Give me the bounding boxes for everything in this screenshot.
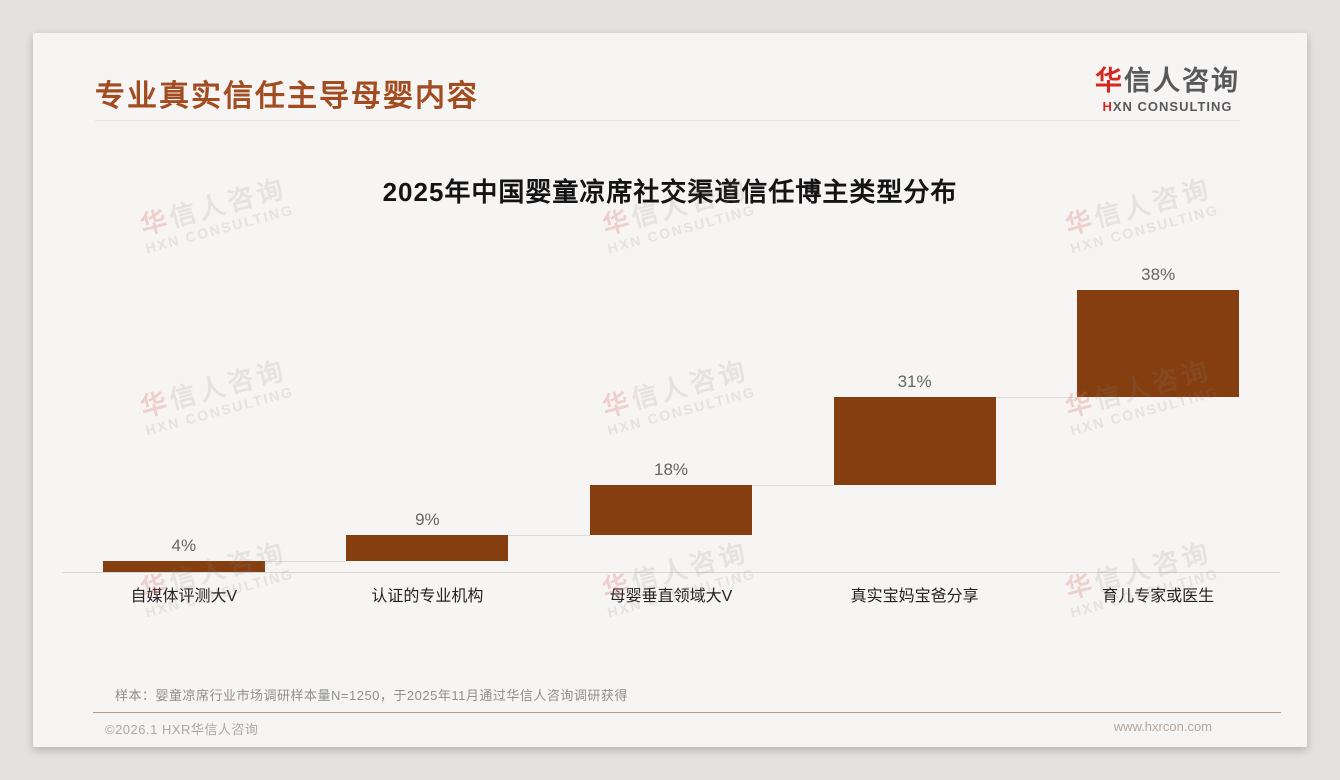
sample-note: 样本：婴童凉席行业市场调研样本量N=1250，于2025年11月通过华信人咨询调… <box>115 688 628 703</box>
bar-connector <box>264 560 347 562</box>
chart-baseline <box>62 572 1280 573</box>
watermark-english-text: HXN CONSULTING <box>1068 201 1221 257</box>
watermark-chinese-text: 华信人咨询 <box>599 354 752 423</box>
chart-bar <box>1077 290 1240 398</box>
chart-bar <box>346 535 509 561</box>
bar-value-label: 4% <box>171 535 197 555</box>
chart-bar <box>102 560 265 572</box>
watermark-english-text: HXN CONSULTING <box>143 201 296 257</box>
chart-title: 2025年中国婴童凉席社交渠道信任博主类型分布 <box>382 177 958 207</box>
footer-rule <box>93 712 1281 713</box>
bar-value-label: 38% <box>1141 265 1176 284</box>
logo-chinese-text: 华信人咨询 <box>1095 66 1240 96</box>
bar-value-label: 9% <box>415 510 440 530</box>
bar-connector <box>508 535 590 537</box>
category-label: 母婴垂直领域大V <box>609 588 733 605</box>
company-logo: 华信人咨询 HXN CONSULTING <box>1095 59 1240 114</box>
watermark-english-text: HXN CONSULTING <box>143 383 296 439</box>
copyright-text: ©2026.1 HXR华信人咨询 <box>105 722 259 737</box>
header-rule <box>95 120 1240 121</box>
watermark-chinese-text: 华信人咨询 <box>137 354 290 423</box>
page-title: 专业真实信任主导母婴内容 <box>95 80 479 113</box>
watermark-english-text: HXN CONSULTING <box>605 383 758 439</box>
website-url: www.hxrcon.com <box>1113 719 1212 734</box>
category-label: 自媒体评测大V <box>130 588 238 605</box>
bar-connector <box>995 397 1078 399</box>
category-label: 育儿专家或医生 <box>1102 588 1215 605</box>
chart-bar <box>833 397 996 485</box>
category-label: 真实宝妈宝爸分享 <box>850 588 979 605</box>
chart-bar <box>590 484 752 536</box>
bar-value-label: 31% <box>897 372 932 392</box>
logo-english-text: HXN CONSULTING <box>1102 99 1233 114</box>
bar-value-label: 18% <box>653 459 689 479</box>
watermark-english-text: HXN CONSULTING <box>605 201 758 257</box>
category-label: 认证的专业机构 <box>371 588 484 605</box>
slide-card: 专业真实信任主导母婴内容 华信人咨询 HXN CONSULTING 2025年中… <box>33 33 1307 747</box>
bar-connector <box>752 484 834 486</box>
